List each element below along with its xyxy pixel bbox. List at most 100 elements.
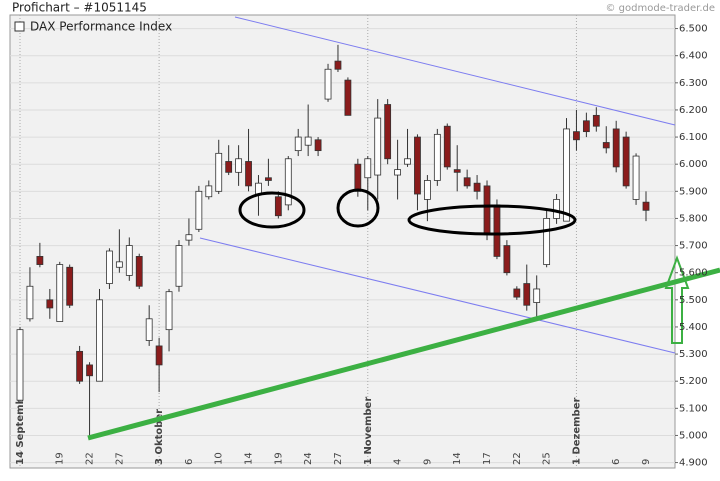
source: © godmode-trader.de (606, 3, 716, 14)
y-tick-label: 5.600 (679, 268, 708, 279)
trend-line-upper (234, 16, 676, 126)
candle-body (36, 256, 44, 265)
candle-body (125, 245, 133, 276)
candle-body (642, 201, 650, 211)
legend-swatch (14, 21, 25, 32)
candle-body (384, 104, 392, 160)
support-line (87, 267, 720, 441)
candle-body (513, 288, 521, 298)
candle-body (483, 185, 491, 236)
x-tick-label: 9 (641, 459, 652, 465)
candle-body (294, 136, 302, 152)
candle-body (274, 196, 282, 217)
x-tick-label: 22 (512, 452, 523, 465)
candle-body (304, 136, 312, 146)
y-tick-label: 4.900 (679, 458, 708, 469)
x-tick-label: 14 September (15, 386, 26, 465)
candle-body (215, 152, 223, 192)
y-tick-label: 5.400 (679, 322, 708, 333)
candle-body (106, 250, 113, 284)
ellipse (336, 188, 380, 228)
arrow-up (664, 255, 690, 344)
x-tick-label: 17 (482, 452, 493, 465)
candle-body (145, 318, 153, 341)
y-tick-label: 6.100 (679, 132, 708, 143)
candle-body (632, 155, 640, 200)
candle-body (344, 79, 352, 116)
x-tick-label: 22 (85, 452, 96, 465)
candle-body (255, 182, 262, 195)
y-tick-label: 6.400 (679, 51, 708, 62)
plot-area (9, 14, 676, 469)
candle-body (612, 128, 620, 168)
x-tick-label: 14 (244, 452, 255, 465)
candle-body (245, 161, 252, 187)
candle-body (76, 350, 84, 382)
x-axis: 14 September 19 22 27 3 Oktober 6 10 14 19 24 27 1 … (15, 15, 652, 468)
candle-body (364, 158, 372, 179)
candle-body (165, 291, 173, 331)
legend-label: DAX Performance Index (30, 20, 172, 34)
y-tick-label: 5.500 (679, 295, 708, 306)
x-tick-label: 27 (333, 452, 344, 465)
y-tick-label: 5.200 (679, 376, 708, 387)
x-tick-label: 24 (303, 452, 314, 465)
candle-body (225, 161, 233, 173)
y-tick-label: 5.100 (679, 403, 708, 414)
candle-body (493, 204, 501, 257)
candle-body (453, 169, 461, 173)
candle-body (284, 158, 292, 206)
x-tick-label: 1 Dezember (571, 398, 582, 465)
x-tick-label: 6 (611, 459, 622, 465)
x-tick-label: 10 (214, 452, 225, 465)
candle-body (56, 264, 64, 322)
x-tick-label: 27 (114, 452, 125, 465)
y-tick-label: 5.800 (679, 213, 708, 224)
x-tick-label: 9 (422, 459, 433, 465)
candle-body (463, 177, 471, 187)
candle-body (334, 60, 342, 70)
candle-body (573, 131, 580, 141)
y-tick-label: 6.300 (679, 78, 708, 89)
candle-body (135, 256, 143, 287)
candle-body (443, 125, 451, 168)
candle-body (86, 364, 93, 377)
candle-body (46, 299, 54, 309)
candle-body (523, 283, 531, 306)
ellipse (407, 204, 577, 236)
candle-body (66, 266, 74, 306)
x-tick-label: 1 November (363, 397, 374, 465)
candle-body (16, 329, 24, 401)
candle-body (205, 185, 213, 198)
y-tick-label: 6.200 (679, 105, 708, 116)
x-tick-label: 3 Oktober (154, 409, 165, 465)
candle-body (433, 133, 441, 181)
x-tick-label: 25 (542, 452, 553, 465)
y-tick-label: 5.300 (679, 349, 708, 360)
candle-body (503, 245, 511, 274)
chart-title: Profichart – #1051145 (12, 1, 147, 15)
candle-body (96, 299, 103, 382)
y-tick-label: 6.500 (679, 24, 708, 35)
candle-body (622, 136, 630, 187)
candle-body (235, 158, 243, 173)
candle-body (155, 345, 163, 366)
ellipse (238, 191, 306, 229)
candle-body (592, 114, 600, 127)
candle-body (553, 199, 560, 219)
trend-line-lower (199, 237, 676, 354)
candle-body (602, 142, 610, 149)
x-tick-label: 19 (273, 452, 284, 465)
candle-body (563, 128, 570, 222)
x-tick-label: 14 (452, 452, 463, 465)
candle-body (314, 139, 322, 152)
candle-body (582, 120, 590, 133)
y-tick-label: 5.700 (679, 241, 708, 252)
candle-body (374, 117, 382, 176)
candle-body (195, 190, 203, 230)
x-tick-label: 6 (184, 459, 195, 465)
candle-body (175, 245, 183, 287)
y-tick-label: 6.000 (679, 159, 708, 170)
candles (16, 44, 650, 439)
